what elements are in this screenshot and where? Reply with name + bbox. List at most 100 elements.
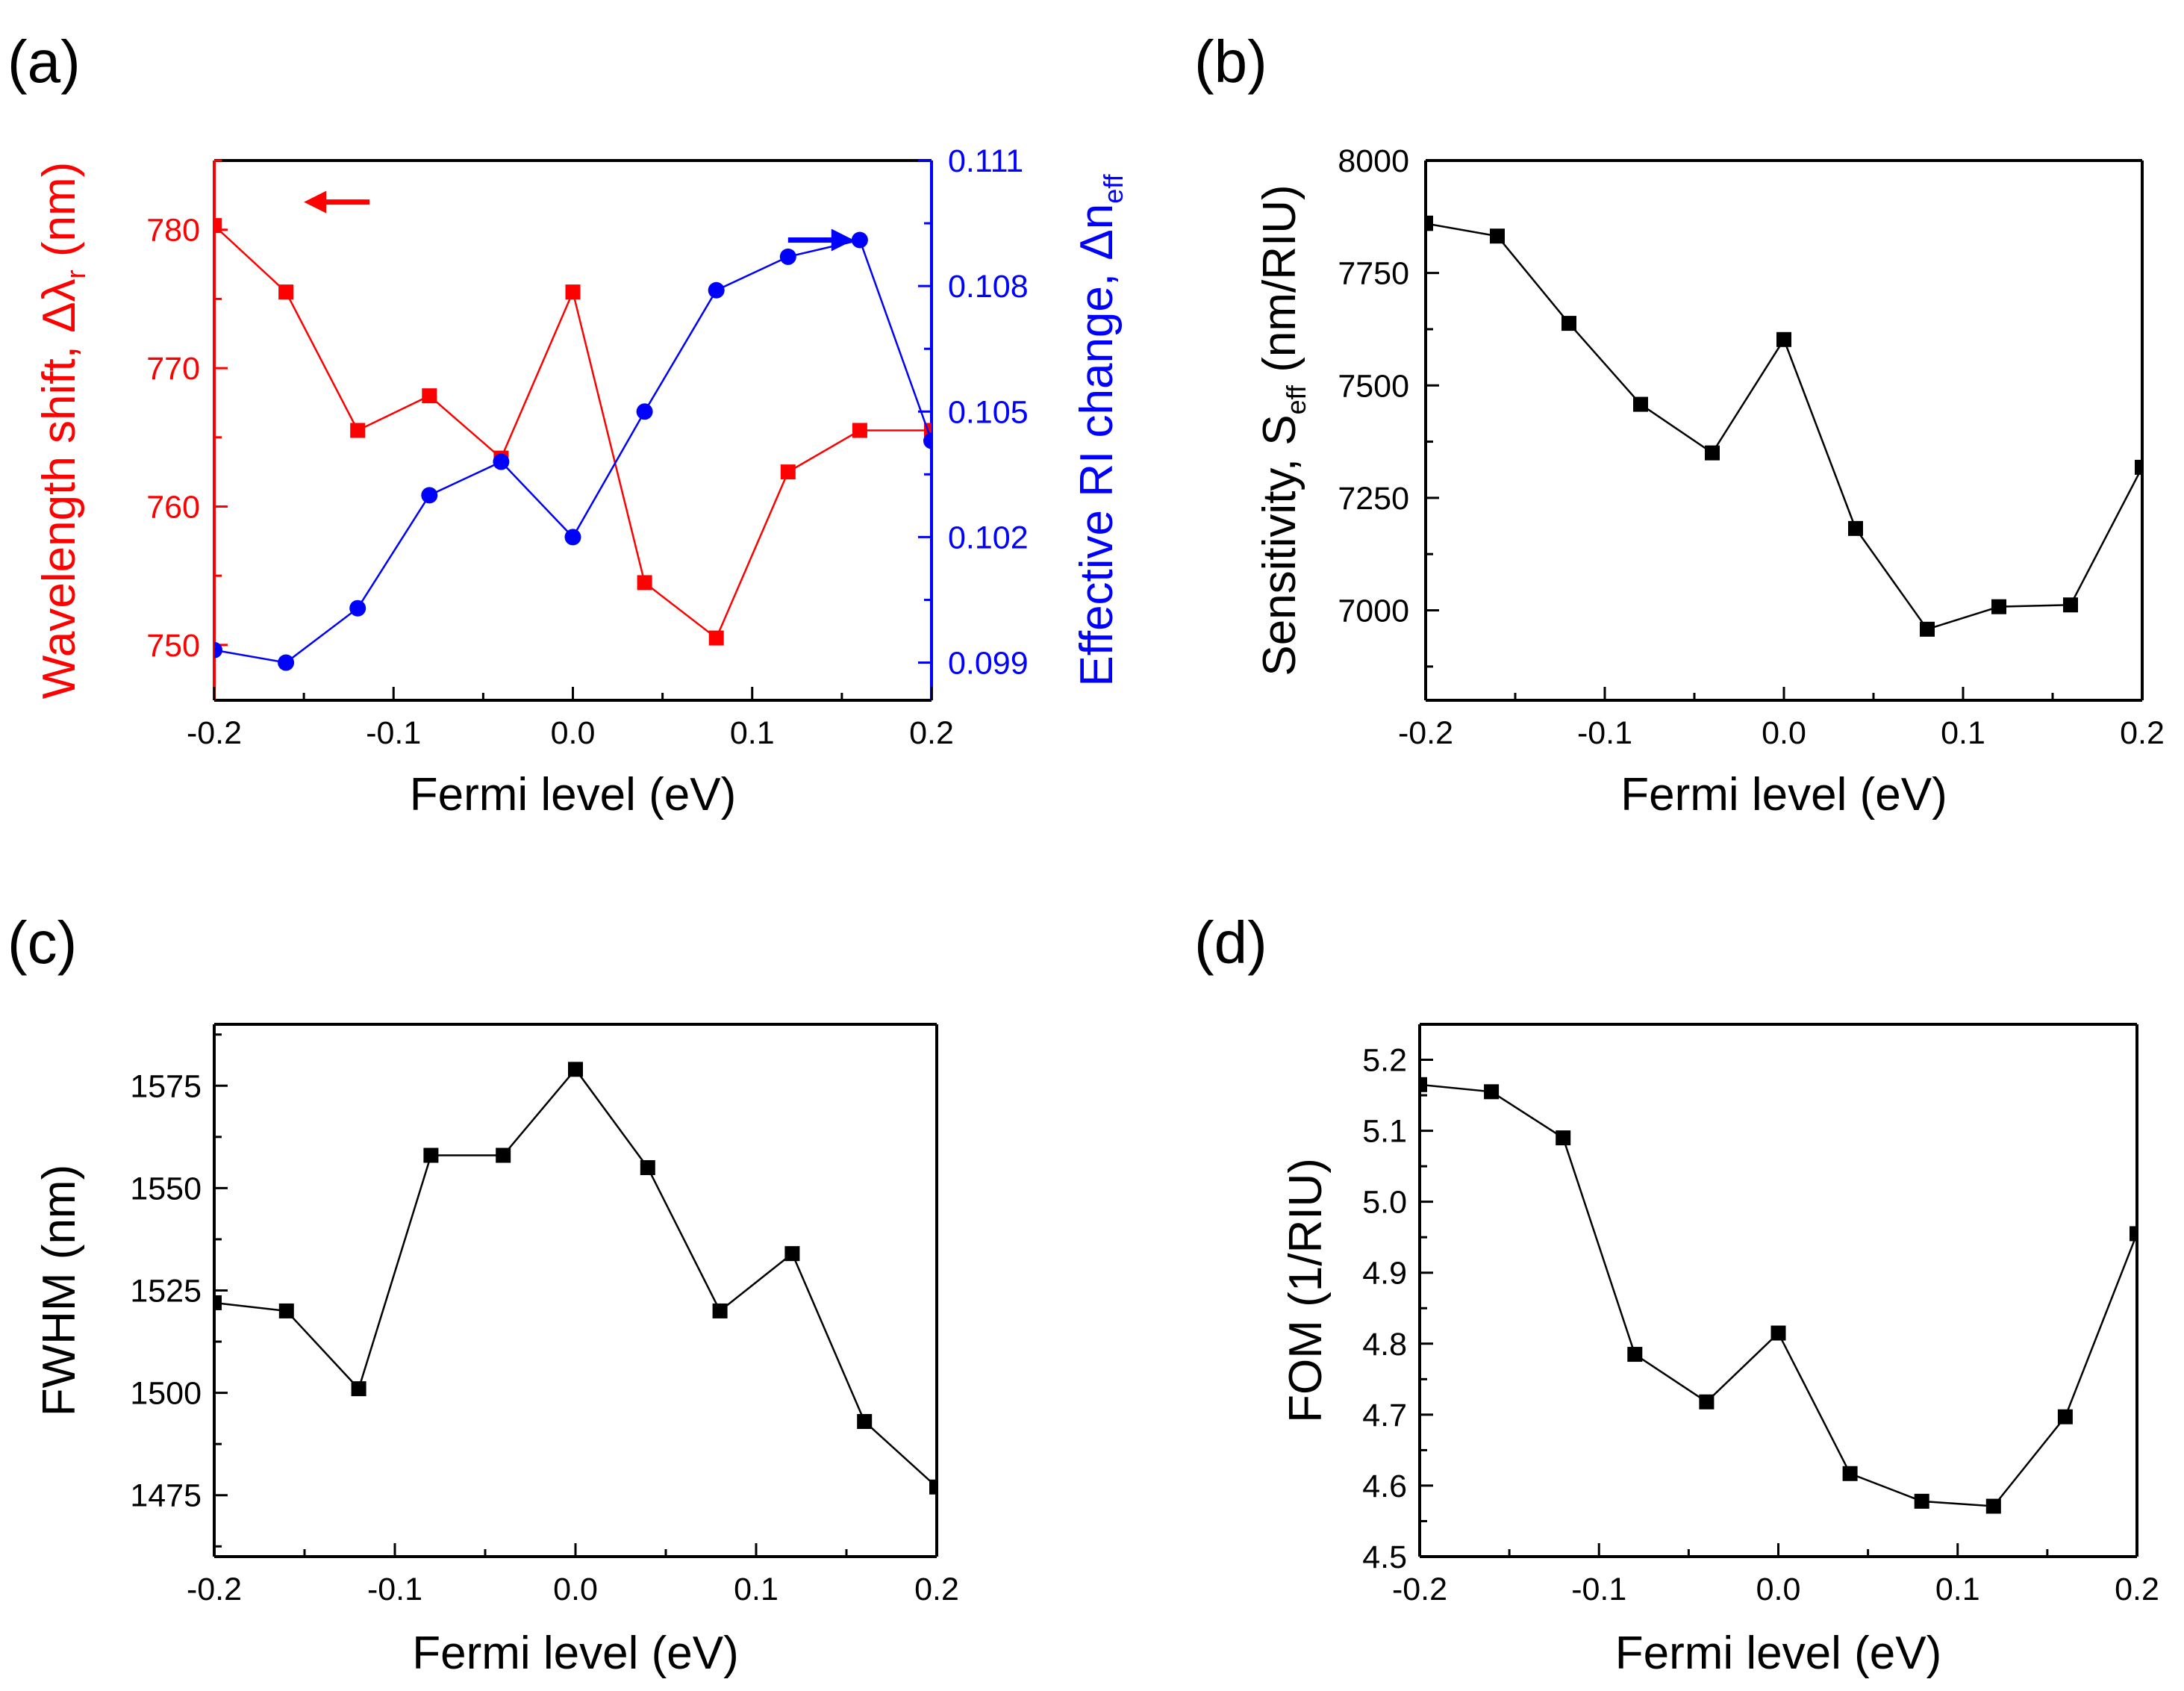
series-2-point — [708, 281, 725, 299]
y-right-tick-label: 0.108 — [948, 269, 1029, 305]
x-tick-label: -0.1 — [1577, 715, 1632, 751]
y-tick-label: 780 — [146, 213, 200, 249]
panel-c: (c) -0.2 -0.1 0.0 0.1 0.2 1475 1500 1525 1550 1575… — [7, 909, 959, 1679]
series-1-point — [278, 1303, 294, 1318]
x-axis-title: Fermi level (eV) — [1615, 1628, 1942, 1679]
series-1-point — [857, 1414, 873, 1430]
axis-title-suffix: (nm/RIU) — [1254, 184, 1305, 385]
series-1-point — [1920, 621, 1935, 637]
y-right-tick-label: 0.102 — [948, 520, 1029, 555]
y-axis-title: FWHM (nm) — [34, 1165, 85, 1416]
y-axis-title: FOM (1/RIU) — [1280, 1158, 1332, 1423]
x-tick-label: 0.0 — [551, 715, 596, 751]
series-2-point — [349, 600, 366, 617]
series-1-line — [1420, 1083, 2137, 1507]
x-tick-label: -0.1 — [366, 715, 421, 751]
series-1-point — [1991, 599, 2006, 614]
axis-title-main: FOM (1/RIU) — [1280, 1158, 1332, 1423]
y-axis-title: Sensitivity, Seff (nm/RIU) — [1254, 184, 1311, 676]
y-tick-label: 1475 — [130, 1478, 202, 1514]
y-tick-label: 4.8 — [1362, 1327, 1407, 1363]
series-1-point — [1627, 1347, 1643, 1363]
y-tick-label: 5.2 — [1362, 1043, 1407, 1079]
series-2-point — [923, 432, 932, 449]
axis-title-subscript: eff — [1098, 173, 1129, 203]
y-tick-label: 5.1 — [1362, 1114, 1407, 1150]
series-1-point — [214, 1295, 222, 1310]
y-tick-label: 760 — [146, 489, 200, 525]
plot-area — [214, 1062, 937, 1495]
series-2-point — [278, 654, 295, 671]
series-1-point — [2130, 1226, 2137, 1242]
x-tick-label: 0.2 — [909, 715, 954, 751]
y-tick-label: 1500 — [130, 1376, 202, 1412]
series-1-line — [214, 1068, 937, 1488]
x-axis-title: Fermi level (eV) — [1620, 769, 1947, 820]
panel-b: (b) -0.2 -0.1 0.0 0.1 0.2 7000 7250 7500 7750 8000… — [1194, 28, 2165, 820]
series-1-point — [423, 1147, 439, 1163]
series-1-point — [1484, 1084, 1500, 1100]
y-tick-label: 7750 — [1338, 256, 1409, 292]
axis-title-suffix: (nm) — [34, 162, 85, 270]
series-1-point — [214, 218, 222, 234]
right-axis-arrow — [787, 228, 854, 252]
series-2-point — [493, 453, 510, 470]
x-tick-label: -0.2 — [1398, 715, 1453, 751]
y-tick-label: 4.7 — [1362, 1398, 1407, 1433]
axis-title-main: Wavelength shift, Δλ — [34, 278, 85, 699]
series-2-point — [851, 231, 868, 249]
x-tick-label: 0.2 — [2115, 1572, 2159, 1607]
axis-title-main: Effective RI change, Δn — [1071, 204, 1123, 687]
y-tick-label: 7500 — [1338, 368, 1409, 404]
series-1-point — [1842, 1466, 1858, 1481]
panel-a: (a) -0.2 -0.1 0.0 0.1 0.2 750 760 770 780 0.099 0.1… — [7, 28, 1129, 820]
panel-label: (a) — [7, 28, 81, 95]
series-1-point — [637, 575, 652, 591]
x-tick-label: 0.2 — [2120, 715, 2165, 751]
series-1-point — [1705, 445, 1720, 461]
series-1-point — [1699, 1394, 1715, 1410]
series-1-point — [2135, 459, 2142, 475]
series-1-point — [1420, 1077, 1427, 1092]
series-1-point — [1848, 520, 1863, 536]
axis-title-main: FWHM (nm) — [34, 1165, 85, 1416]
y-tick-label: 1575 — [130, 1068, 202, 1104]
series-1-point — [351, 1381, 366, 1397]
series-1-point — [1914, 1493, 1929, 1509]
y-tick-label: 1525 — [130, 1274, 202, 1309]
series-1-point — [1776, 331, 1791, 347]
series-1-point — [2063, 597, 2078, 613]
y-tick-label: 5.0 — [1362, 1185, 1407, 1221]
series-1-point — [350, 423, 366, 438]
series-2-point — [564, 529, 581, 546]
series-1-line — [1426, 222, 2142, 631]
x-tick-label: 0.0 — [1756, 1572, 1801, 1607]
x-axis-title: Fermi level (eV) — [410, 769, 737, 820]
series-2-point — [779, 248, 796, 265]
panel-label: (b) — [1194, 28, 1267, 95]
y-tick-label: 750 — [146, 628, 200, 664]
plot-area — [1426, 216, 2142, 637]
axis-title-main: Sensitivity, S — [1254, 414, 1305, 676]
series-1-point — [1556, 1130, 1571, 1146]
y-tick-label: 1550 — [130, 1171, 202, 1206]
y-tick-label: 4.5 — [1362, 1539, 1407, 1575]
series-1-point — [2057, 1409, 2073, 1424]
plot-area — [1420, 1077, 2137, 1514]
x-tick-label: -0.2 — [187, 1572, 242, 1607]
series-1-point — [780, 464, 796, 480]
left-axis-arrow — [304, 190, 370, 214]
axis-title-subscript: eff — [1281, 384, 1311, 414]
plot-area — [214, 218, 932, 671]
series-1-point — [1770, 1325, 1786, 1341]
series-1-point — [852, 423, 867, 438]
y-right-axis-title: Effective RI change, Δneff — [1071, 173, 1129, 686]
y-tick-label: 7000 — [1338, 594, 1409, 629]
y-tick-label: 7250 — [1338, 481, 1409, 517]
panel-label: (d) — [1194, 909, 1267, 976]
series-1-point — [422, 388, 437, 404]
x-tick-label: 0.1 — [730, 715, 775, 751]
y-axis-title: Wavelength shift, Δλr (nm) — [34, 162, 91, 700]
x-axis-title: Fermi level (eV) — [412, 1628, 739, 1679]
